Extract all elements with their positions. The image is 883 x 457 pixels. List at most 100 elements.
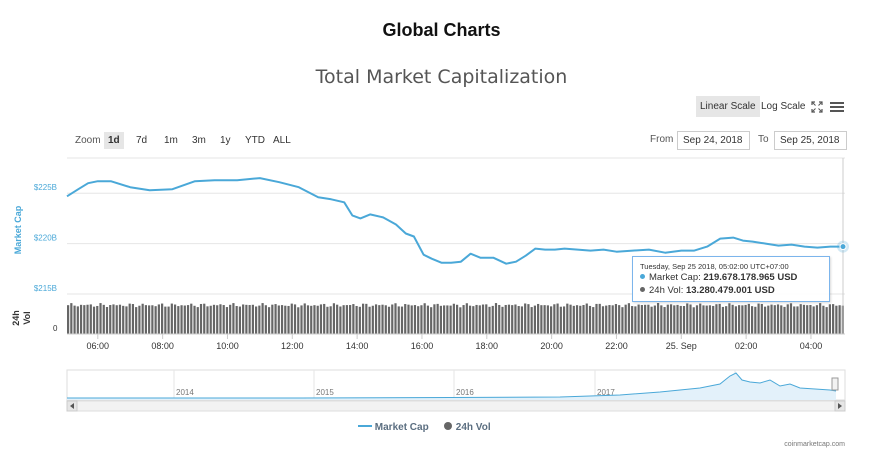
line-swatch-icon: [358, 425, 372, 427]
volume-bar: [154, 306, 157, 334]
volume-bar: [825, 307, 828, 334]
legend-24h-vol[interactable]: 24h Vol: [443, 421, 491, 433]
volume-bar: [122, 305, 125, 334]
volume-bar: [394, 303, 397, 334]
volume-bar: [115, 305, 118, 334]
to-date-input[interactable]: Sep 25, 2018: [774, 131, 847, 150]
volume-bar: [449, 305, 452, 334]
volume-bar: [488, 306, 491, 334]
volume-bar: [245, 304, 248, 334]
volume-bar: [417, 306, 420, 334]
volume-bar: [404, 304, 407, 334]
volume-bar: [822, 305, 825, 334]
tooltip-market-cap-row: Market Cap: 219.678.178.965 USD: [640, 272, 797, 283]
volume-bar: [284, 305, 287, 334]
volume-bar: [819, 303, 822, 334]
volume-axis-title-line2: Vol: [22, 311, 32, 324]
volume-bar: [196, 307, 199, 334]
zoom-button-1m[interactable]: 1m: [164, 135, 178, 146]
volume-bar: [773, 305, 776, 334]
from-date-input[interactable]: Sep 24, 2018: [677, 131, 750, 150]
volume-bar: [76, 306, 79, 334]
volume-bar: [783, 306, 786, 334]
volume-bar: [300, 305, 303, 334]
volume-bar: [806, 305, 809, 334]
x-tick-label: 02:00: [735, 341, 758, 351]
volume-axis-title-line1: 24h: [11, 310, 21, 326]
volume-bar: [141, 303, 144, 334]
volume-bar: [190, 303, 193, 334]
volume-bar: [725, 306, 728, 334]
volume-bar: [624, 304, 627, 334]
volume-bar: [255, 306, 258, 334]
zoom-button-1d[interactable]: 1d: [104, 132, 124, 149]
volume-bar: [507, 304, 511, 334]
volume-bar: [582, 305, 585, 334]
volume-bar: [138, 305, 141, 334]
volume-bar: [109, 305, 112, 334]
volume-bar: [423, 303, 426, 334]
volume-bar: [177, 306, 180, 334]
volume-bar: [358, 306, 361, 334]
zoom-button-ytd[interactable]: YTD: [245, 135, 265, 146]
x-tick-label: 25. Sep: [666, 341, 697, 351]
x-tick-label: 08:00: [151, 341, 174, 351]
volume-bar: [161, 303, 164, 334]
tooltip-market-cap-label: Market Cap:: [649, 272, 701, 283]
volume-bar: [750, 306, 754, 334]
volume-bar: [73, 305, 76, 334]
volume-bar: [546, 305, 549, 334]
volume-bar: [478, 305, 481, 334]
volume-bar: [105, 306, 109, 334]
volume-bar: [384, 305, 387, 334]
volume-bar: [585, 303, 588, 334]
volume-bar: [242, 304, 245, 334]
volume-bar: [206, 306, 209, 334]
legend-market-cap[interactable]: Market Cap: [358, 421, 429, 433]
volume-bar: [598, 303, 601, 334]
fullscreen-icon[interactable]: [811, 100, 823, 118]
volume-bar: [426, 305, 430, 334]
volume-bar: [180, 305, 183, 334]
volume-bar: [229, 304, 232, 334]
volume-bar: [601, 306, 605, 334]
volume-bar: [86, 304, 89, 334]
linear-scale-button[interactable]: Linear Scale: [696, 96, 760, 117]
volume-bar: [261, 303, 264, 334]
volume-bar: [656, 303, 660, 334]
menu-icon[interactable]: [830, 100, 844, 118]
volume-bar: [452, 303, 455, 334]
zoom-button-7d[interactable]: 7d: [136, 135, 148, 146]
zoom-button-3m[interactable]: 3m: [192, 135, 206, 146]
volume-bar: [193, 305, 196, 334]
volume-bar: [533, 305, 536, 334]
volume-bar: [144, 305, 147, 334]
volume-bar: [125, 306, 128, 334]
log-scale-button[interactable]: Log Scale: [761, 101, 806, 112]
volume-bar: [692, 307, 695, 334]
volume-bar: [410, 305, 413, 334]
volume-bar: [219, 304, 222, 334]
volume-bar: [313, 305, 316, 334]
zoom-button-all[interactable]: ALL: [273, 135, 291, 146]
volume-bar: [663, 307, 666, 334]
volume-bar: [644, 304, 647, 334]
volume-bar: [666, 304, 669, 334]
volume-bar: [676, 304, 679, 334]
volume-bar: [151, 305, 154, 334]
zoom-button-1y[interactable]: 1y: [220, 135, 231, 146]
volume-bar: [481, 304, 485, 334]
volume-bar: [718, 303, 721, 334]
volume-bar: [637, 304, 640, 334]
volume-bar: [835, 305, 838, 334]
volume-bar: [443, 305, 446, 334]
volume-bar: [501, 306, 504, 334]
market-cap-dot-icon: [640, 274, 645, 279]
volume-bar: [79, 304, 83, 334]
volume-bar: [708, 305, 712, 334]
credits-link[interactable]: coinmarketcap.com: [784, 441, 845, 448]
volume-bar: [167, 306, 170, 334]
volume-bar: [391, 304, 394, 334]
volume-bar: [511, 305, 514, 334]
volume-bar: [815, 305, 819, 334]
